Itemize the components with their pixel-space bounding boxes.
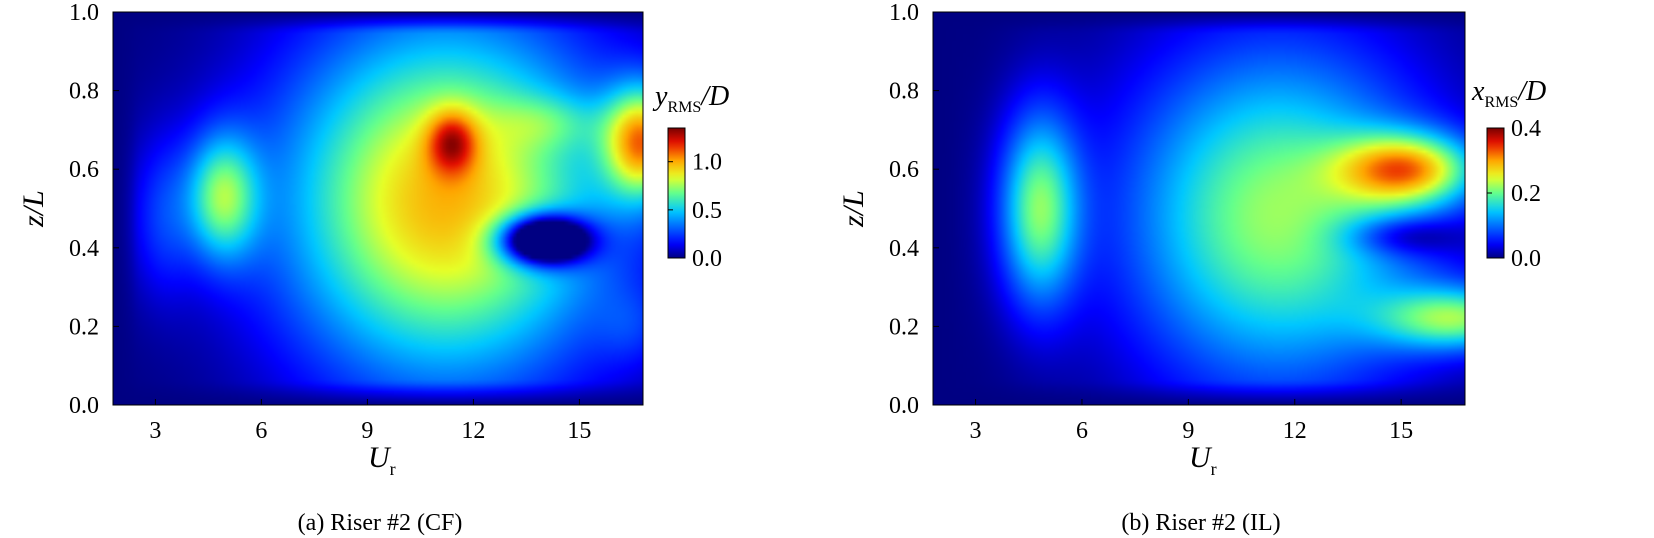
x-axis-label-sub: r xyxy=(390,459,396,479)
y-axis-label: z/L xyxy=(17,190,50,228)
y-tick-label: 0.6 xyxy=(69,157,99,183)
x-tick-label: 12 xyxy=(1283,418,1307,444)
y-tick-label: 0.2 xyxy=(889,314,919,340)
y-tick-label: 1.0 xyxy=(69,0,99,26)
colorbar-tick-label: 0.4 xyxy=(1511,116,1541,142)
panel-caption: (b) Riser #2 (IL) xyxy=(1121,510,1280,536)
colorbar xyxy=(667,127,686,259)
x-tick-label: 3 xyxy=(149,418,161,444)
y-tick-label: 0.8 xyxy=(69,79,99,105)
heatmap-surface xyxy=(113,12,643,405)
x-tick-label: 9 xyxy=(361,418,373,444)
y-tick-label: 0.6 xyxy=(889,157,919,183)
y-tick-label: 0.8 xyxy=(889,79,919,105)
colorbar-tick-label: 0.0 xyxy=(692,246,722,272)
x-axis-label-sub: r xyxy=(1211,459,1217,479)
x-tick-label: 6 xyxy=(1076,418,1088,444)
x-axis-label: Ur xyxy=(1189,441,1217,479)
colorbar-title-main: x xyxy=(1471,76,1485,107)
y-tick-label: 0.4 xyxy=(889,236,919,262)
panel-caption: (a) Riser #2 (CF) xyxy=(298,510,463,536)
plot-frame xyxy=(112,11,644,406)
y-tick-label: 0.4 xyxy=(69,236,99,262)
colorbar-title-main: y xyxy=(652,81,668,112)
x-tick-label: 3 xyxy=(970,418,982,444)
colorbar-title-sub: RMS xyxy=(667,99,701,116)
x-tick-label: 15 xyxy=(1389,418,1413,444)
colorbar-title-tail: /D xyxy=(1516,76,1546,107)
y-axis-label: z/L xyxy=(837,190,870,228)
colorbar-tick-label: 1.0 xyxy=(692,150,722,176)
x-axis-label: Ur xyxy=(368,441,396,479)
y-tick-label: 1.0 xyxy=(889,0,919,26)
colorbar-tick-label: 0.5 xyxy=(692,198,722,224)
x-tick-label: 15 xyxy=(567,418,591,444)
colorbar-tick-label: 0.0 xyxy=(1511,246,1541,272)
x-tick-label: 9 xyxy=(1182,418,1194,444)
y-tick-label: 0.0 xyxy=(69,393,99,419)
y-tick-label: 0.0 xyxy=(889,393,919,419)
x-tick-label: 12 xyxy=(461,418,485,444)
x-axis-label-main: U xyxy=(368,441,392,474)
colorbar-title-sub: RMS xyxy=(1484,94,1518,111)
colorbar-tick-label: 0.2 xyxy=(1511,181,1541,207)
panel-a: 3 6 9 12 15 0.0 0.2 0.4 0.6 0.8 1.0 Ur z/L (a) Riser … xyxy=(17,0,729,536)
x-axis-label-main: U xyxy=(1189,441,1213,474)
plot-frame xyxy=(932,11,1466,406)
panel-b: 3 6 9 12 15 0.0 0.2 0.4 0.6 0.8 1.0 Ur z/L (b) Riser … xyxy=(837,0,1546,536)
colorbar-title-tail: /D xyxy=(699,81,729,112)
y-tick-label: 0.2 xyxy=(69,314,99,340)
colorbar-title: xRMS/D xyxy=(1471,76,1546,111)
x-tick-label: 6 xyxy=(255,418,267,444)
colorbar-title: yRMS/D xyxy=(652,81,729,116)
heatmap-surface xyxy=(933,12,1465,405)
